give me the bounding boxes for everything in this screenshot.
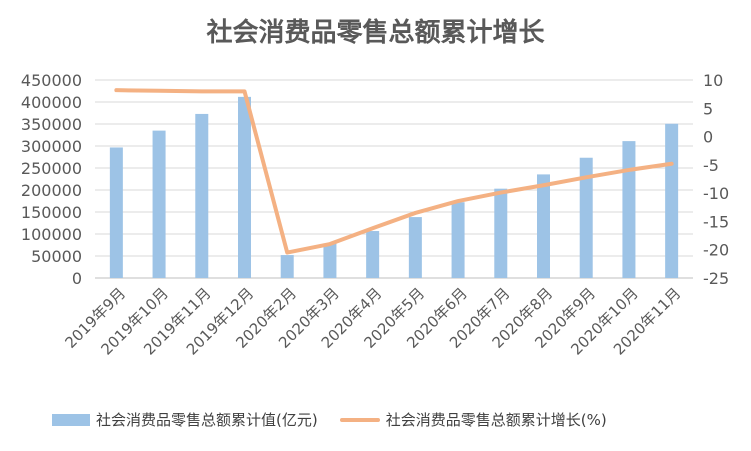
bar[interactable] — [494, 188, 508, 278]
legend-item-bar[interactable]: 社会消费品零售总额累计值(亿元) — [52, 409, 318, 430]
legend-swatch-line — [339, 417, 380, 422]
bar[interactable] — [579, 157, 593, 278]
bar[interactable] — [665, 123, 679, 278]
left-tick-label: 0 — [72, 269, 82, 288]
legend: 社会消费品零售总额累计值(亿元) 社会消费品零售总额累计增长(%) — [52, 409, 629, 430]
bar[interactable] — [109, 147, 123, 278]
left-tick-label: 200000 — [21, 181, 82, 200]
right-tick-label: -20 — [703, 241, 729, 260]
bar[interactable] — [323, 243, 337, 278]
left-tick-label: 400000 — [21, 93, 82, 112]
left-tick-label: 150000 — [21, 203, 82, 222]
chart-title: 社会消费品零售总额累计增长 — [206, 18, 545, 48]
bar[interactable] — [622, 141, 636, 278]
right-tick-label: 10 — [703, 71, 723, 90]
left-tick-label: 50000 — [31, 247, 82, 266]
legend-label-bar: 社会消费品零售总额累计值(亿元) — [96, 411, 318, 429]
bar[interactable] — [408, 217, 422, 278]
legend-label-line: 社会消费品零售总额累计增长(%) — [385, 411, 607, 429]
right-tick-label: 5 — [703, 99, 713, 118]
legend-swatch-bar — [52, 413, 90, 426]
left-tick-label: 250000 — [21, 159, 82, 178]
bar[interactable] — [280, 255, 294, 278]
bar[interactable] — [238, 96, 251, 278]
left-axis: 0 50000 100000 150000 200000 250000 300000 3500… — [21, 71, 82, 288]
growth-line[interactable] — [114, 88, 674, 255]
right-tick-label: -5 — [703, 156, 719, 175]
right-tick-label: -15 — [703, 212, 729, 231]
gridlines — [95, 79, 693, 279]
bar[interactable] — [537, 174, 550, 278]
left-tick-label: 450000 — [21, 71, 82, 90]
left-tick-label: 350000 — [21, 115, 82, 134]
right-axis: -25 -20 -15 -10 -5 0 5 10 — [703, 71, 729, 288]
right-tick-label: 0 — [703, 128, 713, 147]
left-tick-label: 300000 — [21, 137, 82, 156]
bar[interactable] — [366, 231, 380, 278]
line-series — [114, 88, 674, 255]
bar[interactable] — [195, 113, 209, 279]
legend-item-line[interactable]: 社会消费品零售总额累计增长(%) — [339, 409, 607, 430]
bar-series — [109, 96, 679, 279]
left-tick-label: 100000 — [21, 225, 82, 244]
bar[interactable] — [451, 202, 465, 278]
bar[interactable] — [152, 130, 166, 278]
right-tick-label: -25 — [703, 269, 729, 288]
right-tick-label: -10 — [703, 184, 729, 203]
x-axis: 2019年9月2019年10月2019年11月2019年12月2020年2月20… — [62, 284, 685, 358]
